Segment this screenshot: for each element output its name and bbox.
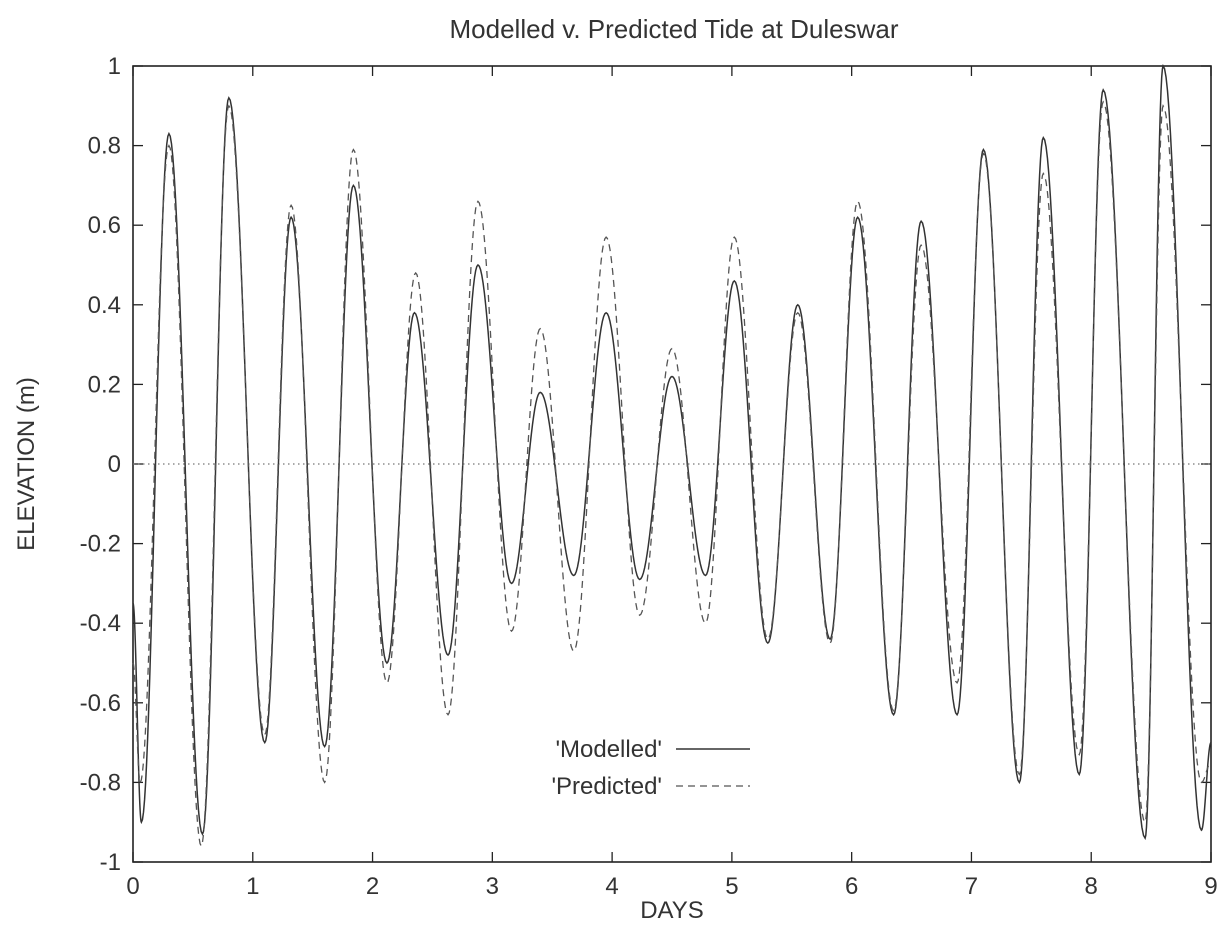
x-tick-label-1: 1 xyxy=(246,873,259,900)
x-tick-label-9: 9 xyxy=(1204,873,1217,900)
x-axis-label: DAYS xyxy=(640,897,704,924)
y-tick-label-9: 0.8 xyxy=(88,133,121,160)
chart-title: Modelled v. Predicted Tide at Duleswar xyxy=(450,14,899,44)
series-layer xyxy=(132,63,1212,848)
x-tick-label-8: 8 xyxy=(1085,873,1098,900)
y-tick-label-8: 0.6 xyxy=(88,212,121,239)
y-tick-label-6: 0.2 xyxy=(88,371,121,398)
y-tick-label-7: 0.4 xyxy=(88,292,121,319)
y-tick-label-3: -0.4 xyxy=(80,610,121,637)
y-tick-label-1: -0.8 xyxy=(80,769,121,796)
x-tick-label-2: 2 xyxy=(366,873,379,900)
x-tick-label-5: 5 xyxy=(725,873,738,900)
legend-label-modelled: 'Modelled' xyxy=(555,736,662,763)
y-tick-label-5: 0 xyxy=(108,451,121,478)
series-line-modelled xyxy=(132,63,1212,841)
x-tick-label-7: 7 xyxy=(965,873,978,900)
y-axis-label: ELEVATION (m) xyxy=(13,377,40,551)
y-tick-label-2: -0.6 xyxy=(80,690,121,717)
y-tick-label-4: -0.2 xyxy=(80,531,121,558)
series-line-predicted xyxy=(132,100,1212,848)
axis-ticks: 0 1 2 3 4 5 6 7 8 9 -1 -0.8 -0.6 -0.4 -0.2 0 0.2 0.4 0.6 0.… xyxy=(80,53,1218,900)
x-tick-label-4: 4 xyxy=(605,873,618,900)
x-tick-label-6: 6 xyxy=(845,873,858,900)
x-tick-label-3: 3 xyxy=(486,873,499,900)
y-tick-label-0: -1 xyxy=(100,849,121,876)
x-tick-label-0: 0 xyxy=(126,873,139,900)
legend: 'Modelled' 'Predicted' xyxy=(551,736,750,800)
y-tick-label-10: 1 xyxy=(108,53,121,80)
legend-label-predicted: 'Predicted' xyxy=(551,773,662,800)
